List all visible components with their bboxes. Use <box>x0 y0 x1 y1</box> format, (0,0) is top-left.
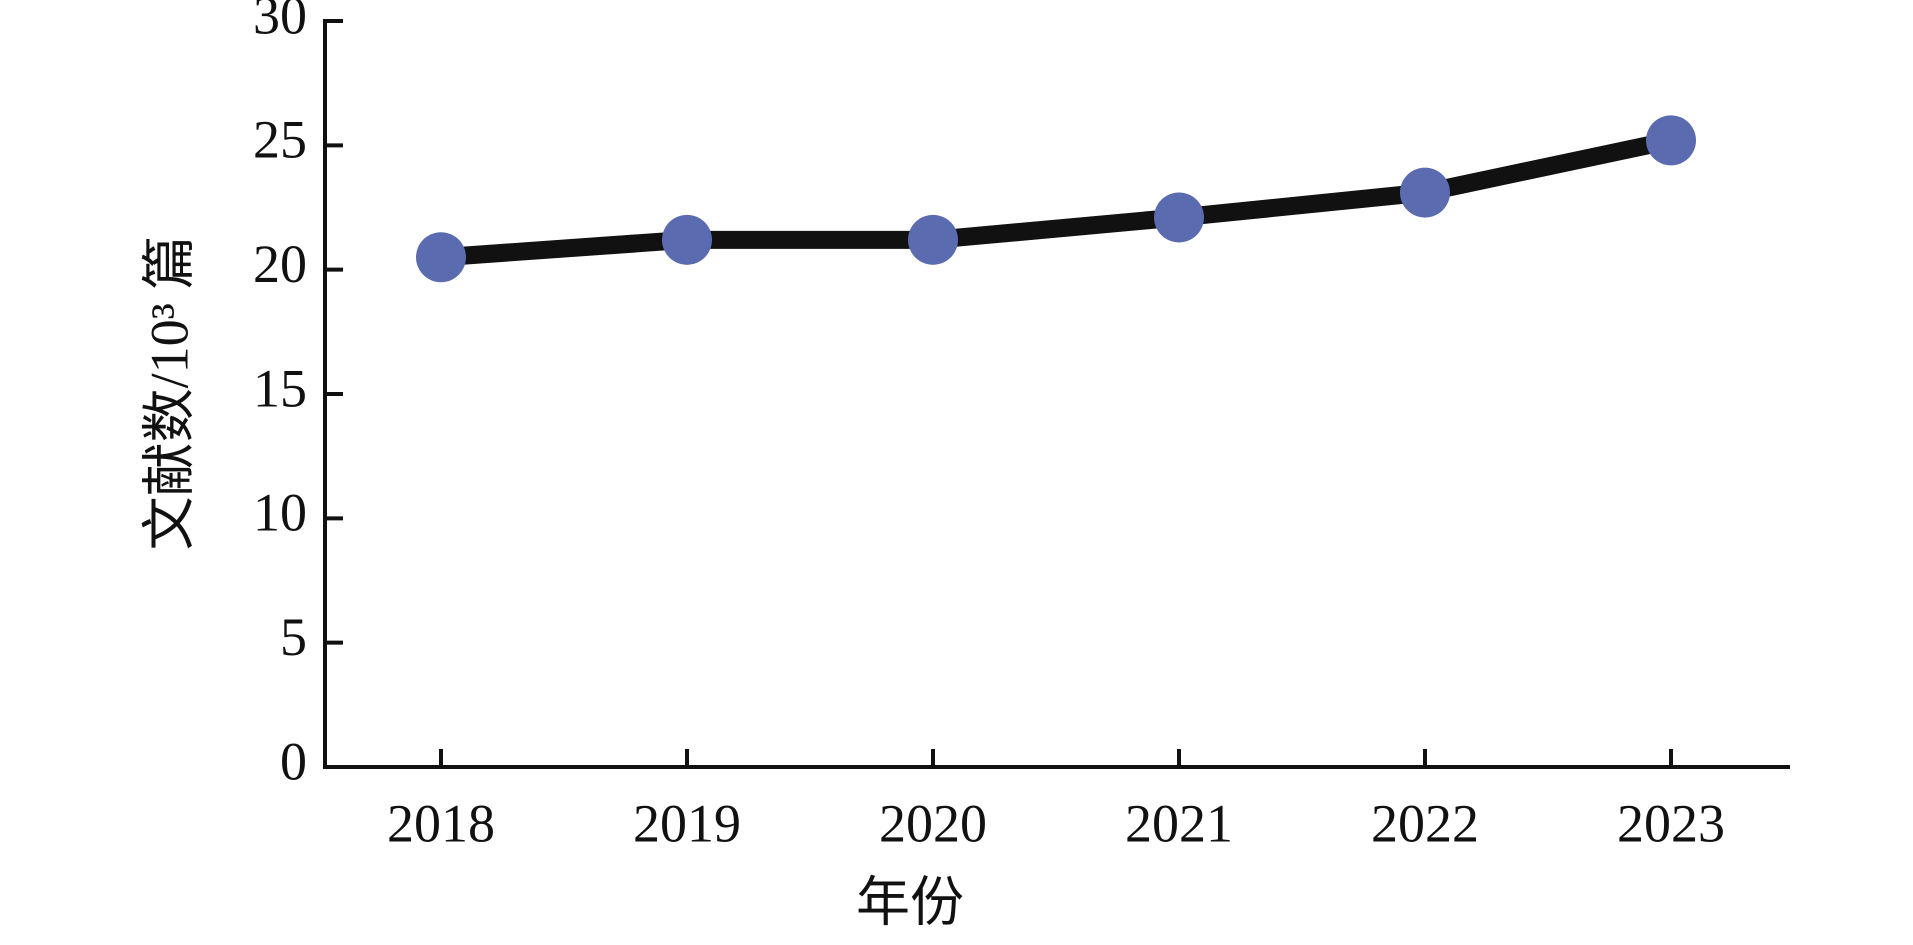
data-line <box>440 131 1673 267</box>
data-point <box>1646 115 1696 166</box>
y-tick-label: 15 <box>253 358 307 418</box>
y-tick-label: 20 <box>253 234 307 294</box>
data-point <box>908 214 958 265</box>
data-point <box>1154 192 1204 243</box>
data-point <box>416 232 466 283</box>
x-tick-label: 2022 <box>1371 793 1479 853</box>
y-tick-label: 30 <box>253 0 307 45</box>
x-tick-label: 2023 <box>1617 793 1725 853</box>
x-tick-label: 2021 <box>1125 793 1233 853</box>
y-tick-label: 10 <box>253 483 307 543</box>
y-tick-label: 25 <box>253 110 307 170</box>
y-axis-title: 文献数/10³ 篇 <box>139 236 199 551</box>
data-point <box>1400 167 1450 218</box>
x-tick-label: 2020 <box>879 793 987 853</box>
x-tick-label: 2018 <box>387 793 495 853</box>
y-tick-label: 0 <box>280 731 307 791</box>
data-point <box>662 214 712 265</box>
x-tick-label: 2019 <box>633 793 741 853</box>
y-tick-label: 5 <box>280 607 307 667</box>
x-axis-title: 年份 <box>856 872 964 932</box>
